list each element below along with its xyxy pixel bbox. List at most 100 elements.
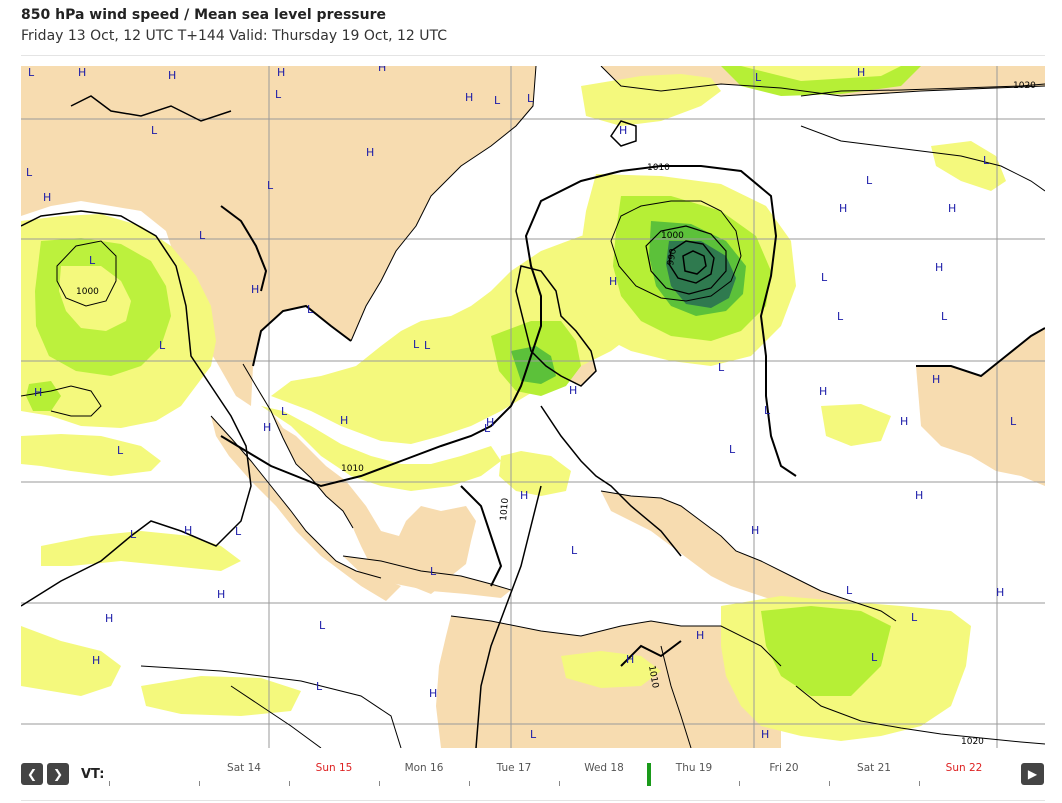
- timeline-tick: [559, 781, 560, 786]
- next-step-button[interactable]: ❯: [47, 763, 69, 785]
- high-pressure-label: H: [78, 66, 86, 79]
- isobar-label: 1000: [661, 231, 684, 241]
- low-pressure-label: L: [130, 528, 137, 541]
- high-pressure-label: H: [92, 654, 100, 667]
- high-pressure-label: H: [569, 384, 577, 397]
- wind-speed-shading: [21, 66, 1006, 741]
- low-pressure-label: L: [267, 179, 274, 192]
- low-pressure-label: L: [494, 94, 501, 107]
- coastlines: [70, 66, 1045, 667]
- isobars: [21, 83, 1045, 748]
- high-pressure-label: H: [935, 261, 943, 274]
- timeline-tick: [109, 781, 110, 786]
- low-pressure-label: L: [527, 92, 534, 105]
- high-pressure-label: H: [43, 191, 51, 204]
- high-pressure-label: H: [839, 202, 847, 215]
- timeline-day-label[interactable]: Sun 15: [315, 762, 353, 774]
- timeline-day-label[interactable]: Fri 20: [769, 762, 799, 774]
- high-pressure-label: H: [619, 124, 627, 137]
- timeline-day-label[interactable]: Thu 19: [675, 762, 713, 774]
- current-time-marker[interactable]: [647, 763, 651, 786]
- low-pressure-label: L: [430, 565, 437, 578]
- timeline-tick: [739, 781, 740, 786]
- chart-subtitle: Friday 13 Oct, 12 UTC T+144 Valid: Thurs…: [21, 28, 448, 44]
- low-pressure-label: L: [28, 66, 35, 79]
- timeline-day-label[interactable]: Mon 16: [404, 762, 444, 774]
- isobar-label: 1010: [647, 163, 670, 173]
- play-button[interactable]: ▶: [1021, 763, 1044, 785]
- low-pressure-label: L: [764, 404, 771, 417]
- low-pressure-label: L: [755, 71, 762, 84]
- low-pressure-label: L: [846, 584, 853, 597]
- low-pressure-label: L: [837, 310, 844, 323]
- timeline-tick: [919, 781, 920, 786]
- high-pressure-label: H: [626, 653, 634, 666]
- low-pressure-label: L: [866, 174, 873, 187]
- low-pressure-label: L: [199, 229, 206, 242]
- high-pressure-label: H: [948, 202, 956, 215]
- timeline-tick: [289, 781, 290, 786]
- low-pressure-label: L: [316, 680, 323, 693]
- high-pressure-label: H: [217, 588, 225, 601]
- forecast-map[interactable]: 1020 1010 1000 990 1010 1000 1010 1010 1…: [21, 66, 1045, 748]
- high-pressure-label: H: [184, 524, 192, 537]
- isobar-labels: 1020 1010 1000 990 1010 1000 1010 1010 1…: [76, 81, 1036, 747]
- low-pressure-label: L: [484, 422, 491, 435]
- isobar-label: 1010: [341, 464, 364, 474]
- low-pressure-label: L: [821, 271, 828, 284]
- timeline-day-label[interactable]: Sat 14: [227, 762, 261, 774]
- vt-label: VT:: [81, 767, 105, 782]
- high-pressure-label: H: [168, 69, 176, 82]
- timeline-tick: [469, 781, 470, 786]
- low-pressure-label: L: [718, 361, 725, 374]
- high-pressure-label: H: [996, 586, 1004, 599]
- high-pressure-label: H: [486, 416, 494, 429]
- low-pressure-label: L: [530, 728, 537, 741]
- low-pressure-label: L: [983, 154, 990, 167]
- timeline-day-label[interactable]: Sun 22: [945, 762, 983, 774]
- divider: [21, 55, 1045, 56]
- high-pressure-label: H: [520, 489, 528, 502]
- timeline-day-label[interactable]: Wed 18: [584, 762, 624, 774]
- high-pressure-label: H: [251, 283, 259, 296]
- play-icon: ▶: [1027, 767, 1038, 781]
- timeline-tick: [199, 781, 200, 786]
- chevron-left-icon: ❮: [26, 767, 38, 781]
- land-areas: [21, 66, 1045, 748]
- high-pressure-label: H: [465, 91, 473, 104]
- high-pressure-label: H: [932, 373, 940, 386]
- low-pressure-label: L: [281, 405, 288, 418]
- high-pressure-label: H: [761, 728, 769, 741]
- low-pressure-label: L: [729, 443, 736, 456]
- prev-step-button[interactable]: ❮: [21, 763, 43, 785]
- high-pressure-label: H: [34, 386, 42, 399]
- isobar-label: 1020: [1013, 81, 1036, 91]
- low-pressure-label: L: [89, 254, 96, 267]
- high-pressure-label: H: [277, 66, 285, 79]
- high-pressure-label: H: [751, 524, 759, 537]
- low-pressure-label: L: [235, 525, 242, 538]
- high-pressure-label: H: [857, 66, 865, 79]
- high-pressure-label: H: [609, 275, 617, 288]
- high-pressure-label: H: [105, 612, 113, 625]
- high-pressure-label: H: [263, 421, 271, 434]
- low-pressure-label: L: [911, 611, 918, 624]
- low-pressure-label: L: [275, 88, 282, 101]
- low-pressure-label: L: [159, 339, 166, 352]
- low-pressure-label: L: [413, 338, 420, 351]
- low-pressure-label: L: [151, 124, 158, 137]
- high-pressure-label: H: [429, 687, 437, 700]
- isobar-label: 1020: [961, 737, 984, 747]
- low-pressure-label: L: [571, 544, 578, 557]
- high-pressure-label: H: [900, 415, 908, 428]
- low-pressure-label: L: [117, 444, 124, 457]
- high-pressure-label: H: [915, 489, 923, 502]
- timeline-day-label[interactable]: Sat 21: [857, 762, 891, 774]
- isobar-label: 1010: [499, 497, 511, 521]
- timeline-tick: [379, 781, 380, 786]
- pressure-center-labels: L H H H H H L L L L L H H L L L H L L L H L H L H L H L H H L L L H L H H H L H…: [26, 66, 1017, 741]
- low-pressure-label: L: [941, 310, 948, 323]
- isobar-label: 990: [666, 248, 679, 267]
- divider: [21, 800, 1045, 801]
- timeline-day-label[interactable]: Tue 17: [496, 762, 532, 774]
